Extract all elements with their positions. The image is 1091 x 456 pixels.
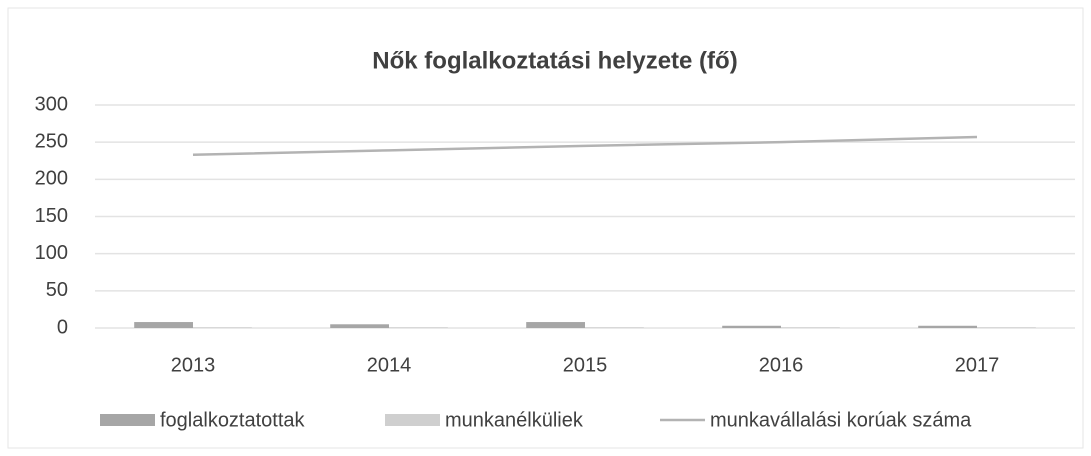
bar bbox=[330, 324, 389, 328]
bar bbox=[781, 327, 840, 328]
y-tick-label: 250 bbox=[35, 130, 68, 152]
bar bbox=[977, 327, 1036, 328]
legend-label: munkavállalási korúak száma bbox=[710, 409, 972, 431]
bar bbox=[389, 327, 448, 328]
line bbox=[192, 135, 978, 157]
x-tick-label: 2015 bbox=[563, 354, 608, 376]
y-tick-label: 0 bbox=[57, 316, 68, 338]
bar bbox=[193, 327, 252, 328]
y-tick-label: 150 bbox=[35, 205, 68, 227]
x-tick-label: 2014 bbox=[367, 354, 412, 376]
y-tick-label: 300 bbox=[35, 93, 68, 115]
y-tick-label: 200 bbox=[35, 168, 68, 190]
x-tick-label: 2016 bbox=[759, 354, 804, 376]
bar bbox=[918, 325, 977, 328]
chart-frame bbox=[7, 7, 1084, 449]
legend-label: foglalkoztatottak bbox=[160, 409, 306, 431]
x-tick-label: 2013 bbox=[171, 354, 216, 376]
y-tick-label: 100 bbox=[35, 242, 68, 264]
legend-swatch bbox=[100, 414, 155, 426]
y-tick-label: 50 bbox=[46, 279, 68, 301]
bar bbox=[526, 322, 585, 328]
chart-title: Nők foglalkoztatási helyzete (fő) bbox=[372, 47, 737, 74]
legend-swatch bbox=[385, 414, 440, 426]
legend-label: munkanélküliek bbox=[445, 409, 584, 431]
x-tick-label: 2017 bbox=[955, 354, 1000, 376]
bar bbox=[134, 322, 193, 328]
bar bbox=[585, 327, 644, 328]
bar bbox=[722, 325, 781, 328]
